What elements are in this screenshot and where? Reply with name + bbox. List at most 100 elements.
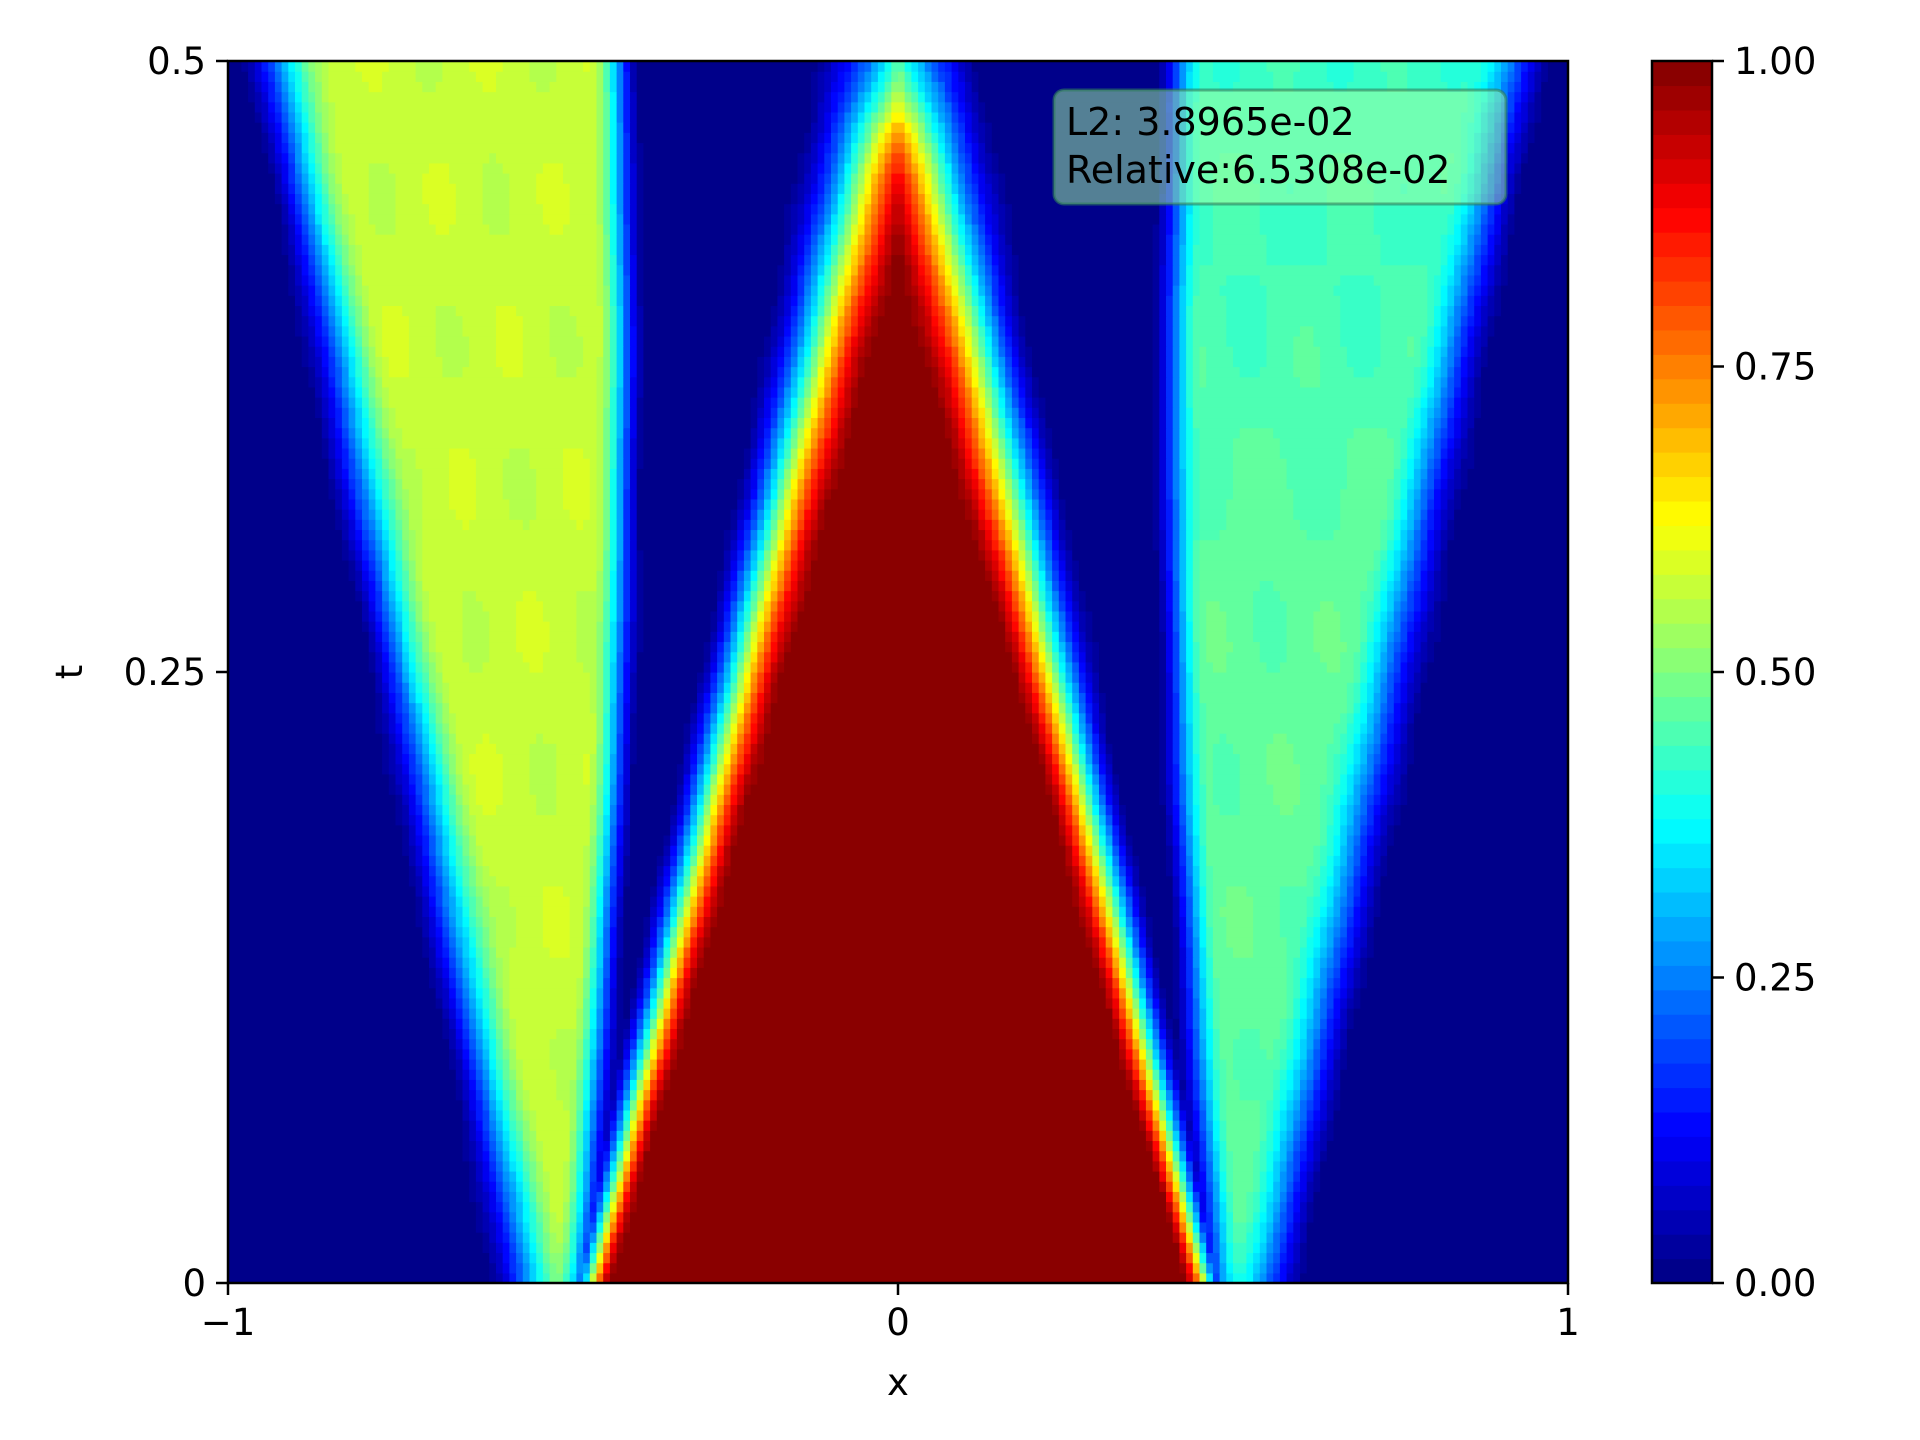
heatmap-cell [1387, 509, 1395, 520]
heatmap-cell [583, 1221, 591, 1233]
heatmap-cell [1072, 580, 1080, 592]
heatmap-cell [449, 1018, 457, 1030]
heatmap-cell [449, 733, 457, 744]
heatmap-cell [455, 906, 464, 917]
heatmap-cell [475, 824, 591, 836]
heatmap-cell [1018, 488, 1026, 500]
heatmap-cell [1273, 1130, 1281, 1142]
heatmap-cell [1279, 1170, 1288, 1182]
heatmap-cell [1092, 641, 1100, 653]
heatmap-cell [1139, 1099, 1147, 1111]
heatmap-cell [750, 733, 758, 744]
heatmap-cell [415, 600, 423, 612]
heatmap-cell [1206, 1262, 1214, 1274]
heatmap-cell [810, 509, 819, 520]
heatmap-cell [623, 946, 644, 958]
heatmap-cell [690, 824, 698, 836]
heatmap-cell [1219, 1191, 1227, 1203]
heatmap-cell [589, 885, 598, 897]
heatmap-cell [1199, 549, 1375, 561]
heatmap-cell [1393, 712, 1402, 724]
heatmap-cell [1192, 1008, 1201, 1019]
heatmap-cell [1172, 529, 1180, 541]
heatmap-cell [1373, 824, 1381, 836]
heatmap-cell [609, 997, 618, 1009]
heatmap-cell [455, 733, 484, 744]
heatmap-cell [1152, 1130, 1160, 1142]
heatmap-cell [1085, 733, 1093, 744]
heatmap-cell [737, 702, 745, 714]
heatmap-cell [1099, 702, 1107, 714]
heatmap-cell [1192, 712, 1201, 724]
heatmap-cell [1139, 967, 1147, 979]
heatmap-cell [1032, 722, 1040, 734]
heatmap-cell [717, 885, 725, 897]
heatmap-cell [1199, 936, 1207, 948]
heatmap-cell [388, 570, 397, 581]
heatmap-cell [623, 631, 631, 643]
heatmap-cell [516, 1109, 524, 1121]
heatmap-cell [422, 692, 430, 704]
heatmap-cell [1199, 814, 1207, 826]
heatmap-cell [1320, 906, 1328, 917]
heatmap-cell [804, 539, 812, 551]
heatmap-cell [690, 885, 698, 897]
heatmap-cell [1199, 946, 1207, 958]
heatmap-cell [623, 814, 631, 826]
heatmap-cell [516, 926, 544, 938]
heatmap-cell [1072, 539, 1154, 551]
heatmap-cell [375, 600, 383, 612]
heatmap-cell [1099, 753, 1107, 765]
heatmap-cell [375, 478, 383, 490]
heatmap-cell [1387, 590, 1395, 602]
heatmap-cell [496, 1150, 504, 1162]
heatmap-cell [683, 814, 691, 826]
heatmap-cell [656, 987, 665, 999]
heatmap-cell [408, 641, 417, 653]
heatmap-cell [1179, 1099, 1194, 1111]
heatmap-cell [1286, 1028, 1294, 1040]
heatmap-cell [670, 845, 678, 856]
heatmap-cell [1407, 784, 1569, 795]
heatmap-cell [449, 987, 457, 999]
heatmap-cell [549, 1262, 557, 1274]
heatmap-cell [1326, 661, 1341, 673]
heatmap-cell [355, 519, 363, 531]
heatmap-cell [429, 845, 437, 856]
heatmap-cell [1340, 488, 1388, 500]
heatmap-cell [1387, 549, 1395, 561]
heatmap-cell [1045, 702, 1053, 714]
heatmap-cell [589, 967, 598, 979]
heatmap-cell [1058, 529, 1067, 541]
heatmap-cell [603, 875, 611, 887]
heatmap-cell [1279, 804, 1294, 816]
heatmap-cell [670, 1038, 678, 1050]
heatmap-cell [455, 1089, 464, 1101]
heatmap-cell [1340, 621, 1361, 632]
heatmap-cell [1058, 814, 1067, 826]
heatmap-cell [670, 916, 678, 928]
heatmap-cell [596, 824, 604, 836]
heatmap-cell [1279, 1028, 1288, 1040]
heatmap-cell [1072, 763, 1080, 775]
heatmap-cell [1119, 957, 1127, 968]
heatmap-cell [1065, 794, 1073, 805]
heatmap-cell [589, 855, 598, 867]
heatmap-cell [1246, 1221, 1254, 1233]
heatmap-cell [529, 519, 577, 531]
heatmap-cell [1192, 845, 1201, 856]
heatmap-cell [1360, 753, 1368, 765]
heatmap-cell [549, 631, 577, 643]
heatmap-cell [1166, 1150, 1174, 1162]
heatmap-cell [1434, 519, 1442, 531]
heatmap-cell [636, 1140, 644, 1152]
heatmap-cell [415, 794, 423, 805]
heatmap-cell [1219, 987, 1288, 999]
heatmap-cell [1166, 1211, 1174, 1223]
heatmap-cell [1293, 1252, 1301, 1264]
heatmap-cell [1038, 672, 1046, 683]
heatmap-cell [589, 875, 598, 887]
heatmap-cell [368, 488, 376, 500]
heatmap-cell [589, 1221, 598, 1233]
heatmap-cell [516, 1140, 524, 1152]
